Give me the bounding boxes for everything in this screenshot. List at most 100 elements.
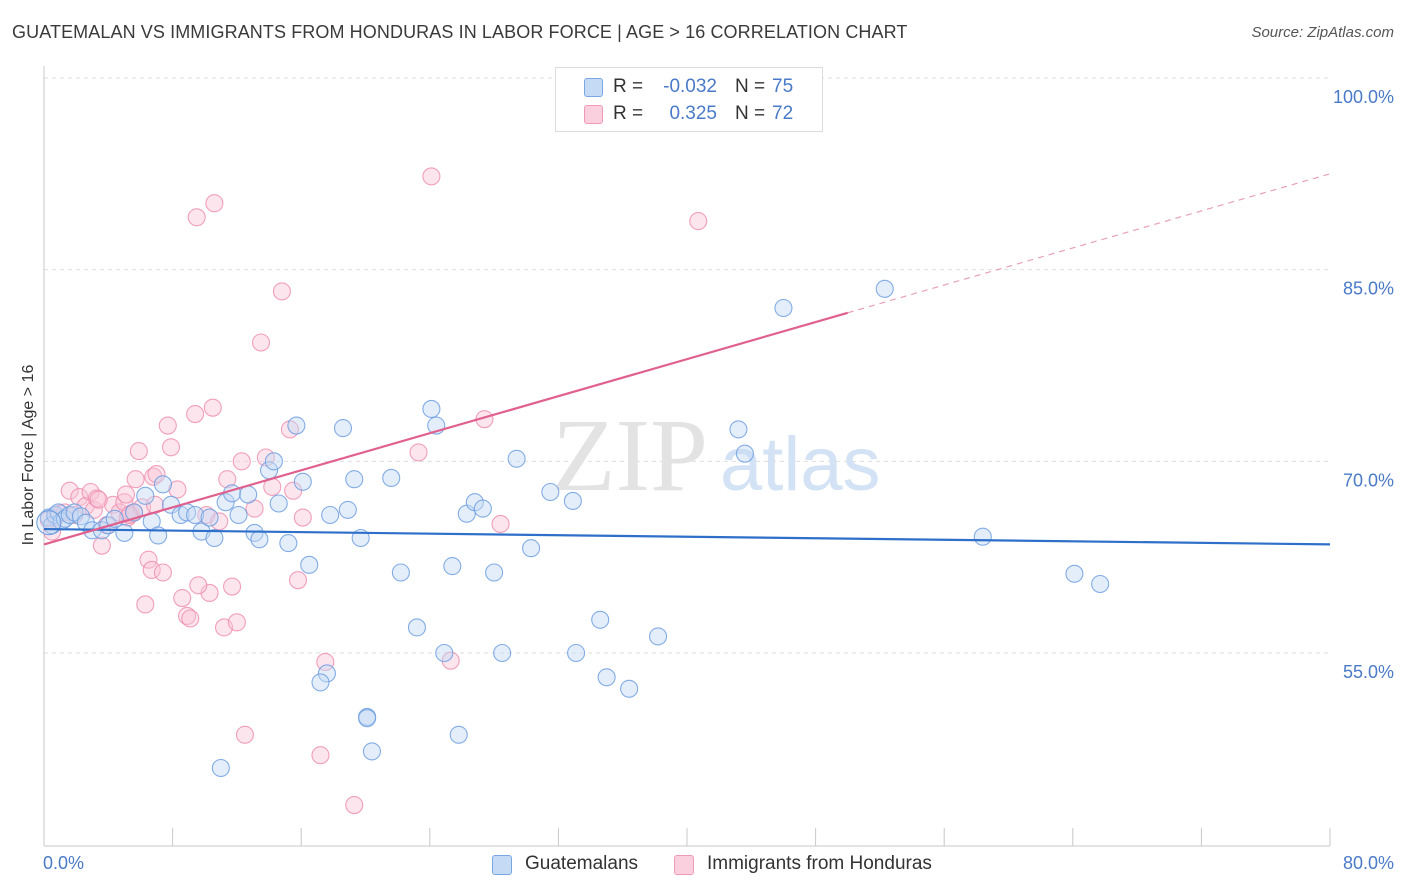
guatemalan-point (239, 485, 258, 504)
guatemalan-point (493, 643, 512, 663)
honduras-point (227, 613, 246, 632)
honduras-point (272, 282, 291, 301)
honduras-point (136, 595, 155, 614)
honduras-point (116, 485, 136, 504)
x-tick-label-min: 0.0% (43, 853, 85, 873)
honduras-point (218, 470, 237, 489)
guatemalan-point (333, 419, 353, 438)
honduras-point (126, 470, 145, 489)
guatemalan-point (317, 664, 336, 683)
honduras-trend-line-extension (847, 173, 1331, 314)
honduras-point (311, 746, 330, 765)
y-tick-label: 100.0% (1333, 87, 1394, 107)
honduras-point (235, 725, 254, 744)
guatemalan-point (507, 449, 526, 468)
guatemalan-point (358, 709, 377, 728)
guatemalan-point (620, 679, 639, 698)
trend-lines (43, 173, 1331, 546)
honduras-point (92, 536, 111, 555)
guatemalan-point (264, 452, 283, 471)
guatemalan-point (321, 505, 340, 525)
legend-swatch-guatemalans (492, 855, 512, 875)
honduras-point (205, 194, 224, 213)
guatemalan-point (153, 475, 173, 494)
honduras-point (491, 514, 510, 533)
guatemalan-point (973, 527, 992, 546)
honduras-point (441, 651, 460, 670)
y-tick-labels: 100.0% 85.0% 70.0% 55.0% (1333, 87, 1394, 682)
honduras-point (203, 398, 222, 417)
honduras-point (316, 652, 335, 671)
honduras-point (345, 796, 364, 815)
guatemalan-point (735, 444, 754, 463)
honduras-point (189, 576, 208, 595)
guatemalan-point (443, 557, 462, 576)
honduras-point (187, 208, 206, 227)
guatemalan-point (293, 472, 312, 491)
chart-title: GUATEMALAN VS IMMIGRANTS FROM HONDURAS I… (12, 22, 908, 42)
honduras-point (147, 465, 166, 484)
grid-lines (44, 77, 1330, 654)
guatemalan-point (279, 534, 298, 553)
honduras-point (181, 609, 200, 628)
guatemalan-point (200, 508, 219, 527)
guatemalan-point (287, 416, 306, 435)
guatemalan-point (774, 298, 793, 318)
y-tick-label: 55.0% (1343, 662, 1394, 682)
y-tick-label: 85.0% (1343, 279, 1394, 299)
guatemalan-point (269, 494, 288, 513)
guatemalan-point (567, 643, 586, 663)
legend-r-label: R = (613, 76, 644, 97)
honduras-point (60, 481, 79, 500)
guatemalan-point (1091, 574, 1110, 594)
honduras-point (223, 577, 242, 596)
guatemalan-point (563, 491, 582, 510)
guatemalan-point (591, 610, 610, 629)
guatemalan-point (362, 742, 381, 761)
guatemalan-point (485, 563, 504, 582)
legend-n-label: N = (735, 76, 766, 97)
guatemalan-point (345, 470, 364, 489)
honduras-point (422, 167, 441, 186)
honduras-point (104, 495, 123, 514)
guatemalan-point (875, 279, 894, 298)
honduras-point (142, 560, 161, 579)
honduras-point (689, 212, 708, 231)
honduras-point (161, 438, 181, 457)
guatemalan-point (449, 725, 468, 744)
guatemalan-point (205, 528, 224, 548)
watermark: ZIP atlas (552, 398, 881, 513)
guatemalan-point (186, 505, 205, 525)
guatemalan-point (649, 627, 668, 646)
guatemalan-point (522, 539, 541, 558)
axes (43, 66, 1331, 847)
honduras-trend-line (43, 311, 849, 546)
watermark-atlas: atlas (720, 422, 881, 507)
series-legend: Guatemalans Immigrants from Honduras (0, 852, 1406, 876)
legend-label-honduras: Immigrants from Honduras (707, 853, 932, 874)
legend-swatch-honduras (674, 855, 694, 875)
guatemalan-point (229, 505, 248, 525)
guatemalan-point (115, 523, 134, 542)
honduras-point (409, 443, 428, 462)
honduras-point (186, 405, 205, 424)
x-tick-label-max: 80.0% (1342, 853, 1394, 873)
legend-swatch-guatemalans (584, 78, 603, 97)
legend-n-value: 75 (772, 76, 794, 97)
guatemalan-point (422, 399, 441, 418)
guatemalan-point (223, 484, 242, 503)
honduras-point (89, 490, 108, 509)
guatemalan-point (597, 668, 616, 687)
legend-n-label: N = (735, 103, 766, 124)
honduras-point (251, 333, 271, 352)
guatemalan-point (473, 499, 492, 518)
legend-label-guatemalans: Guatemalans (525, 853, 639, 874)
honduras-point (158, 416, 177, 435)
guatemalan-point (216, 493, 235, 512)
honduras-point (153, 563, 173, 582)
honduras-point (144, 467, 163, 486)
guatemalan-point (36, 510, 62, 536)
guatemalan-point (250, 530, 269, 549)
guatemalan-point (136, 486, 155, 505)
